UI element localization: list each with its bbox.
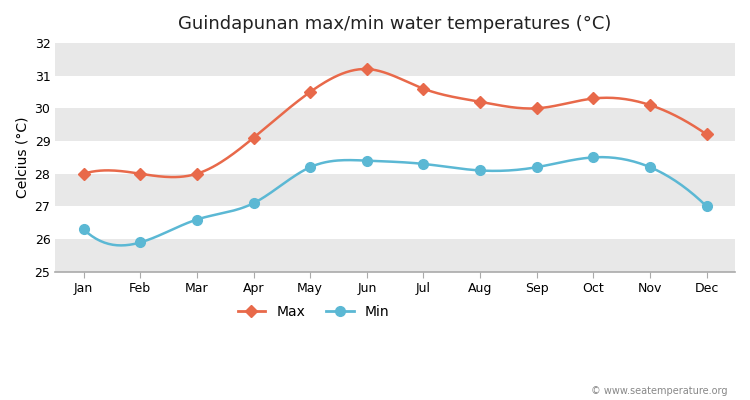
Bar bbox=[56, 206, 735, 239]
Y-axis label: Celcius (°C): Celcius (°C) bbox=[15, 117, 29, 198]
Text: © www.seatemperature.org: © www.seatemperature.org bbox=[591, 386, 728, 396]
Legend: Max, Min: Max, Min bbox=[232, 299, 395, 324]
Bar bbox=[56, 108, 735, 141]
Title: Guindapunan max/min water temperatures (°C): Guindapunan max/min water temperatures (… bbox=[178, 15, 612, 33]
Bar bbox=[56, 174, 735, 206]
Bar bbox=[56, 141, 735, 174]
Bar bbox=[56, 76, 735, 108]
Bar bbox=[56, 43, 735, 76]
Bar bbox=[56, 239, 735, 272]
